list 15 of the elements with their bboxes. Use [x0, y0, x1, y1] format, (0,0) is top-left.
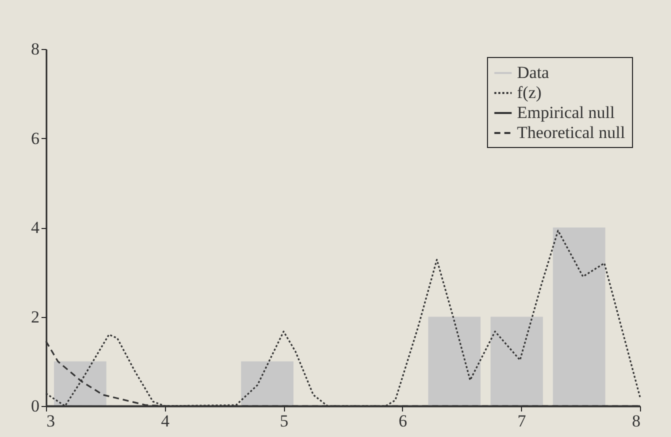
- y-tick-label: 2: [31, 307, 40, 326]
- x-tick-label: 6: [398, 412, 408, 430]
- legend-label: Theoretical null: [517, 123, 626, 142]
- x-tick-label: 4: [161, 412, 170, 430]
- x-tick-label: 3: [46, 412, 55, 430]
- x-tick-label: 7: [517, 412, 526, 430]
- y-tick-label: 0: [31, 396, 40, 416]
- legend-label: Empirical null: [517, 103, 615, 122]
- y-tick-label: 4: [31, 218, 40, 237]
- legend-label: Data: [517, 63, 550, 82]
- y-tick-label: 6: [31, 128, 40, 148]
- x-tick-label: 8: [632, 412, 640, 430]
- legend-label: f(z): [517, 83, 542, 102]
- x-tick-label: 5: [280, 412, 288, 430]
- y-tick-label: 8: [31, 40, 40, 58]
